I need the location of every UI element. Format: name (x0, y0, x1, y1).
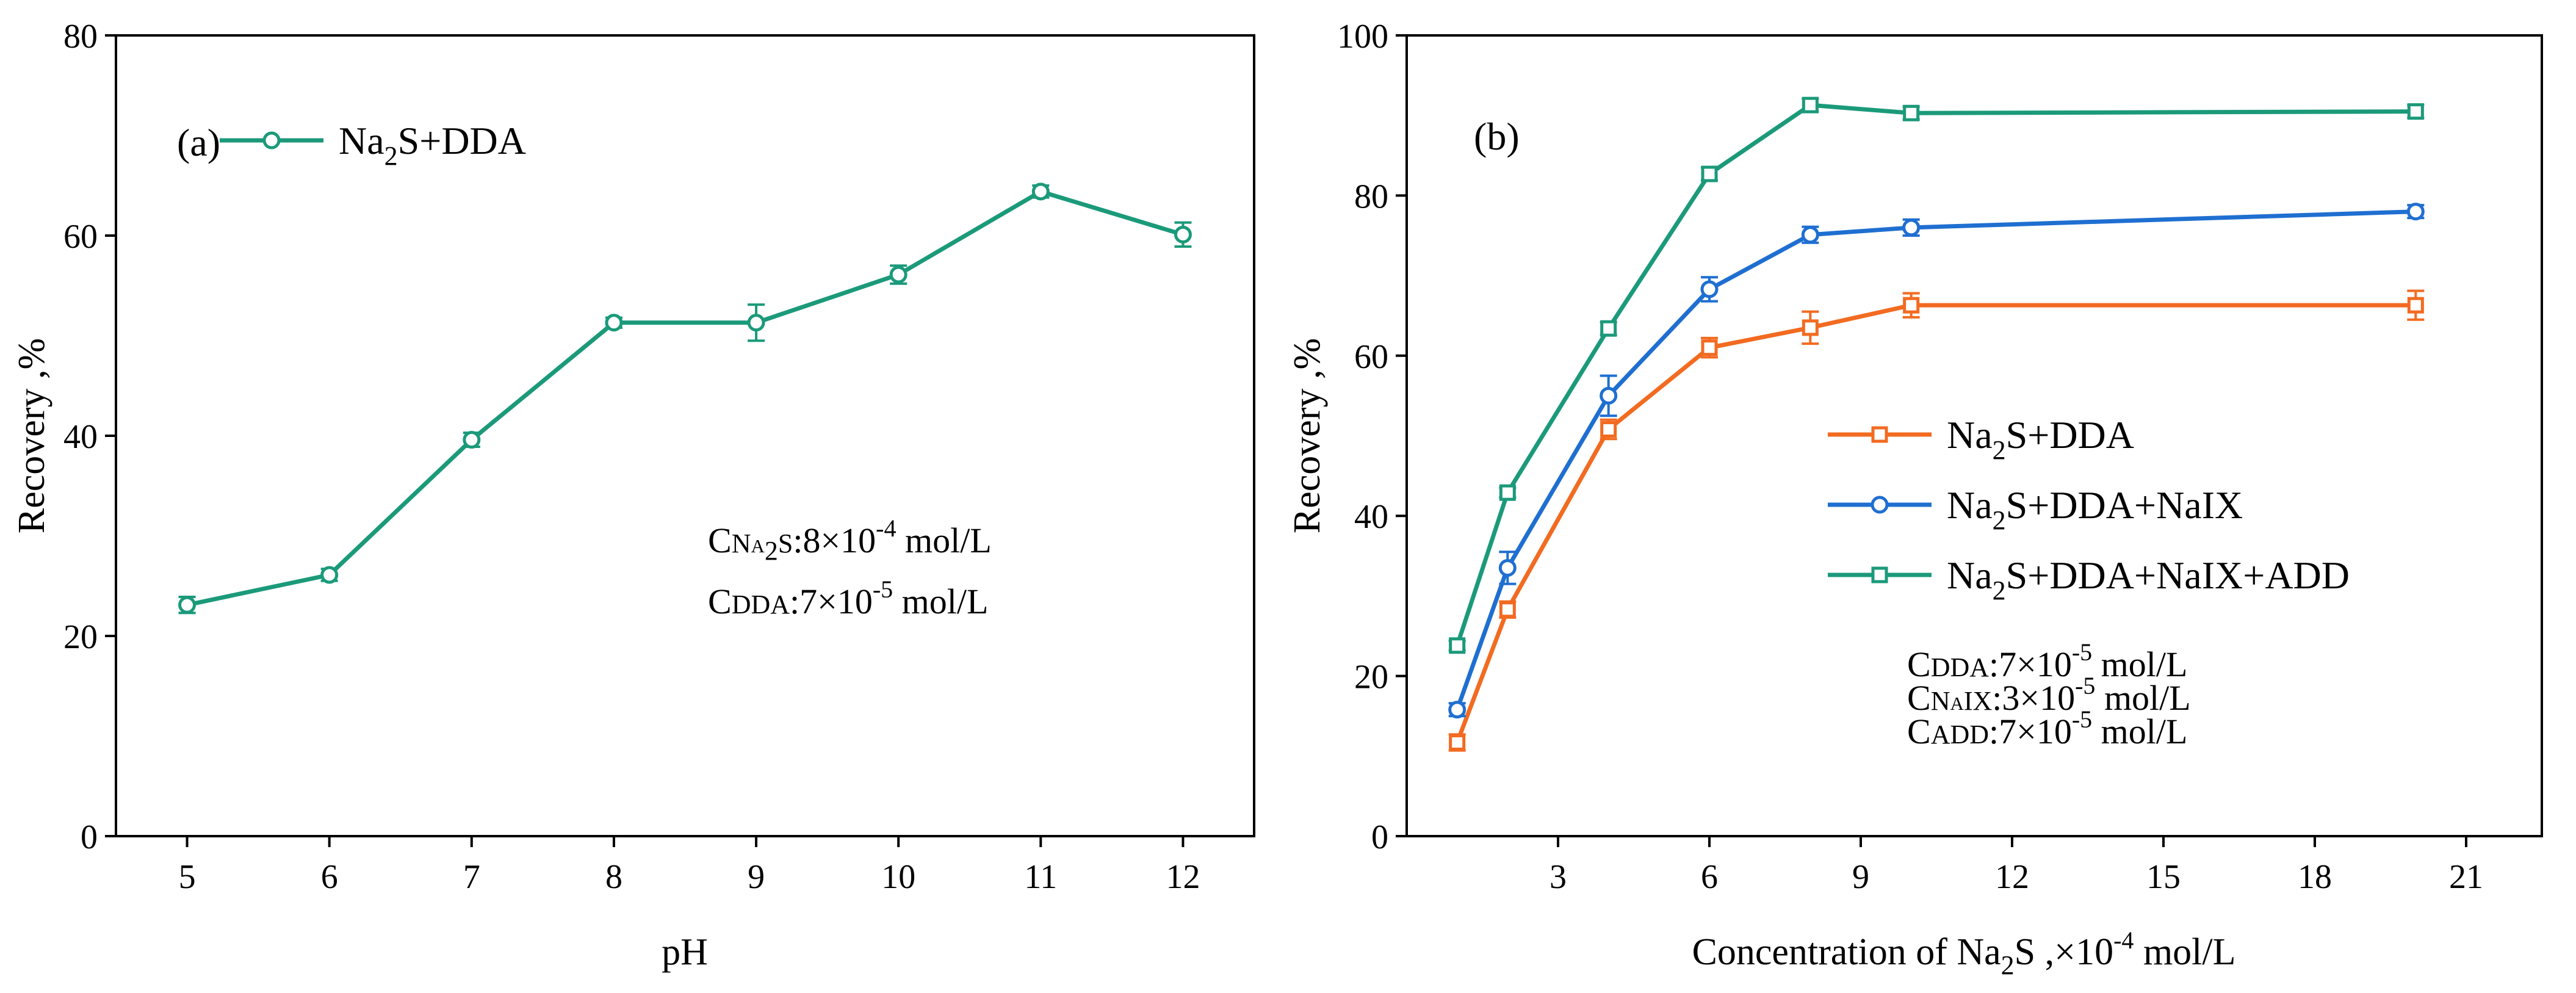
data-point (605, 314, 623, 332)
data-point (1802, 96, 1819, 114)
legend-label: Na2S+DDA (1947, 413, 2134, 465)
annotations-a: CNa2S:8×10-4 mol/L CDDA:7×10-5 mol/L (708, 515, 992, 621)
x-tick-label: 9 (748, 858, 765, 896)
annotation-text: CNaIX:3×10-5 mol/L (1907, 672, 2191, 718)
data-point (1701, 339, 1718, 356)
data-point (1449, 637, 1466, 654)
legend-marker (1871, 426, 1888, 443)
x-tick-label: 18 (2298, 858, 2332, 896)
data-point (1801, 226, 1819, 244)
data-point (1903, 297, 1920, 314)
data-point (1174, 225, 1192, 244)
b-ticks: 3 6 9 12 15 18 21 0 20 40 60 80 100 (1337, 18, 2483, 896)
data-point (1701, 165, 1718, 182)
legend-item: Na2S+DDA+NaIX (1828, 483, 2243, 535)
a-series (178, 182, 1192, 615)
series-Na2S+DDA (178, 182, 1192, 615)
series-Na2S+DDA+NaIX (1448, 203, 2425, 719)
data-point (889, 265, 907, 284)
data-point (1498, 558, 1517, 577)
data-point (1700, 280, 1719, 298)
b-series (1448, 96, 2425, 752)
panel-label-a: (a) (177, 121, 220, 164)
plot-frame-a (115, 34, 1255, 837)
legend-b: Na2S+DDA Na2S+DDA+NaIX Na2S+DDA+NaIX+ADD (1828, 413, 2350, 605)
data-point (1031, 182, 1050, 201)
data-point (747, 314, 765, 332)
legend-label: Na2S+DDA+NaIX (1947, 483, 2243, 535)
series-Na2S+DDA (1448, 289, 2425, 752)
x-tick-label: 21 (2449, 858, 2483, 896)
a-ticks: 5 6 7 8 9 10 11 12 0 20 40 60 80 (63, 18, 1200, 896)
annotation-text: CDDA:7×10-5 mol/L (708, 576, 988, 621)
x-tick-label: 11 (1024, 858, 1057, 896)
data-point (463, 431, 481, 449)
data-point (1600, 320, 1617, 337)
legend-item: Na2S+DDA+NaIX+ADD (1828, 554, 2350, 605)
x-tick-label: 3 (1550, 858, 1567, 896)
panel-a: 5 6 7 8 9 10 11 12 0 20 40 60 80 (a) Na2S+DDA CNa2S:… (11, 18, 1255, 973)
data-point (1600, 421, 1617, 438)
data-point (1499, 484, 1516, 501)
plot-frame-b (1405, 34, 2543, 837)
y-tick-label: 80 (1354, 178, 1388, 215)
annotation-text: CNa2S:8×10-4 mol/L (708, 515, 992, 566)
y-axis-label-b: Recovery ,% (1286, 338, 1328, 533)
legend-label: Na2S+DDA+NaIX+ADD (1947, 554, 2350, 605)
data-point (2407, 297, 2424, 314)
x-tick-label: 12 (1995, 858, 2029, 896)
y-tick-label: 40 (1354, 498, 1388, 536)
series-line (1455, 209, 2416, 710)
data-point (2406, 203, 2425, 221)
x-tick-label: 6 (1701, 858, 1718, 896)
data-point (1802, 319, 1819, 336)
legend-marker (1871, 566, 1888, 583)
x-tick-label: 5 (179, 858, 196, 896)
x-tick-label: 12 (1166, 858, 1200, 896)
series-Na2S+DDA+NaIX+ADD (1448, 96, 2425, 654)
x-tick-label: 6 (321, 858, 338, 896)
y-tick-label: 0 (1371, 818, 1388, 856)
data-point (1449, 734, 1466, 751)
x-tick-label: 10 (881, 858, 915, 896)
x-tick-label: 15 (2146, 858, 2181, 896)
x-tick-label: 9 (1852, 858, 1869, 896)
x-axis-label-b: Concentration of Na2S ,×10-4 mol/L (1692, 926, 2235, 980)
legend-marker (262, 131, 281, 150)
y-tick-label: 40 (63, 418, 98, 456)
data-point (1903, 104, 1920, 121)
y-tick-label: 20 (63, 618, 98, 656)
data-point (1448, 701, 1467, 719)
y-tick-label: 60 (63, 218, 98, 256)
data-point (1499, 601, 1516, 618)
x-axis-label-a: pH (662, 931, 708, 973)
x-tick-label: 7 (463, 858, 480, 896)
x-tick-label: 8 (605, 858, 622, 896)
data-point (2407, 103, 2424, 120)
data-point (1902, 218, 1921, 237)
data-point (178, 596, 197, 614)
y-tick-label: 80 (63, 18, 98, 56)
annotation-text: CADD:7×10-5 mol/L (1907, 706, 2187, 751)
legend-item: Na2S+DDA (220, 119, 526, 171)
data-point (320, 566, 339, 584)
y-tick-label: 20 (1354, 659, 1388, 696)
annotation-text: CDDA:7×10-5 mol/L (1907, 638, 2187, 684)
y-tick-label: 0 (81, 818, 98, 856)
y-tick-label: 60 (1354, 338, 1388, 376)
panel-label-b: (b) (1474, 115, 1520, 158)
y-axis-label-a: Recovery ,% (11, 338, 52, 533)
legend-label: Na2S+DDA (339, 119, 526, 171)
y-tick-label: 100 (1337, 18, 1388, 56)
legend-marker (1871, 496, 1889, 514)
series-line (186, 189, 1184, 607)
data-point (1600, 386, 1618, 405)
legend-a: Na2S+DDA (220, 119, 526, 171)
legend-item: Na2S+DDA (1828, 413, 2134, 465)
